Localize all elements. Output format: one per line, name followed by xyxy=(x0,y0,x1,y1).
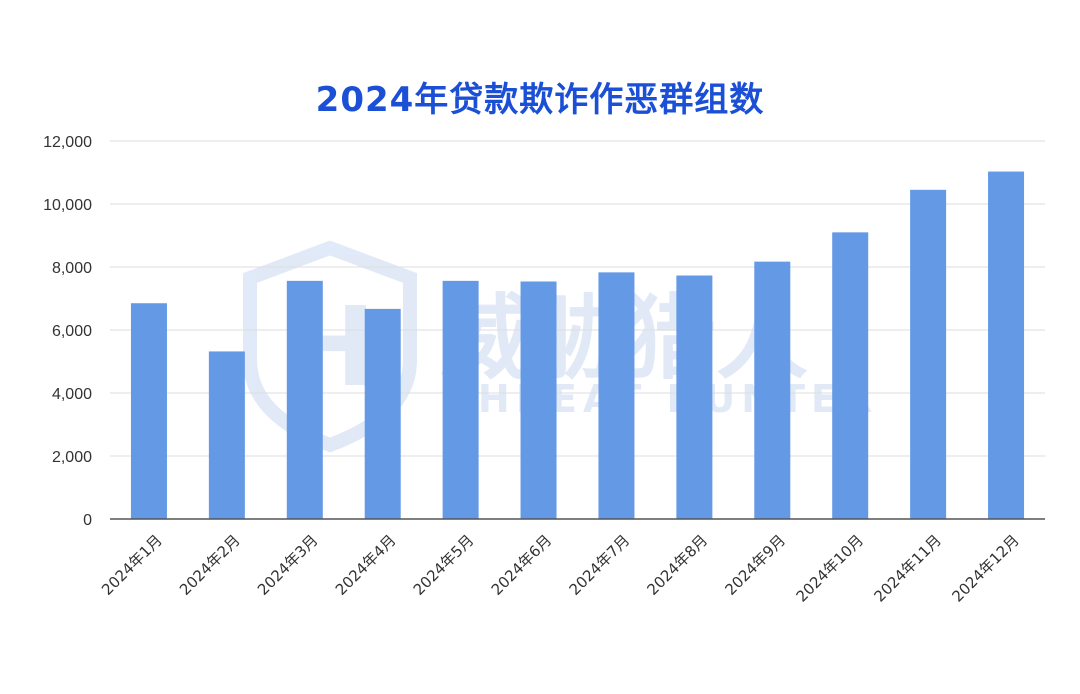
y-tick-label: 0 xyxy=(83,512,92,529)
y-tick-label: 10,000 xyxy=(43,197,92,214)
x-tick-label: 2024年7月 xyxy=(566,531,634,599)
x-tick-label: 2024年10月 xyxy=(793,531,867,605)
bar xyxy=(754,261,791,519)
x-tick-label: 2024年6月 xyxy=(488,531,556,599)
shield-watermark-icon xyxy=(243,240,417,453)
bars xyxy=(130,171,1025,519)
y-tick-label: 6,000 xyxy=(52,323,92,340)
x-tick-label: 2024年9月 xyxy=(721,531,789,599)
x-tick-label: 2024年5月 xyxy=(410,531,478,599)
watermark-en-text: THREAT HUNTER xyxy=(446,377,878,421)
x-axis-ticks: 2024年1月 2024年2月 2024年3月 2024年4月 2024年5月 2024年… xyxy=(98,531,1023,605)
grid-lines xyxy=(110,140,1045,457)
x-tick-label: 2024年12月 xyxy=(948,531,1022,605)
bar xyxy=(910,189,947,519)
bar xyxy=(988,171,1025,519)
x-tick-label: 2024年11月 xyxy=(871,531,945,605)
y-axis-ticks: 0 2,000 4,000 6,000 8,000 10,000 12,000 xyxy=(43,134,92,529)
chart-title: 2024年贷款欺诈作恶群组数 xyxy=(315,80,765,120)
y-tick-label: 8,000 xyxy=(52,260,92,277)
bar xyxy=(364,308,401,519)
y-tick-label: 12,000 xyxy=(43,134,92,151)
x-tick-label: 2024年1月 xyxy=(98,531,166,599)
bar xyxy=(130,303,167,519)
bar xyxy=(286,280,323,519)
x-tick-label: 2024年8月 xyxy=(644,531,712,599)
bar xyxy=(520,281,557,519)
bar xyxy=(208,351,245,519)
bar xyxy=(598,272,635,519)
x-tick-label: 2024年3月 xyxy=(254,531,322,599)
y-tick-label: 4,000 xyxy=(52,386,92,403)
bar xyxy=(676,275,713,519)
bar xyxy=(832,232,869,519)
x-tick-label: 2024年4月 xyxy=(332,531,400,599)
x-tick-label: 2024年2月 xyxy=(176,531,244,599)
bar xyxy=(442,280,479,519)
y-tick-label: 2,000 xyxy=(52,449,92,466)
